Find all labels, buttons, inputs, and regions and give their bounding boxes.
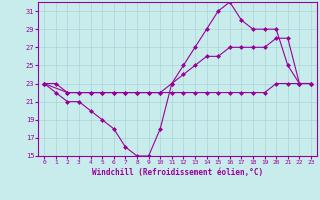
X-axis label: Windchill (Refroidissement éolien,°C): Windchill (Refroidissement éolien,°C): [92, 168, 263, 177]
